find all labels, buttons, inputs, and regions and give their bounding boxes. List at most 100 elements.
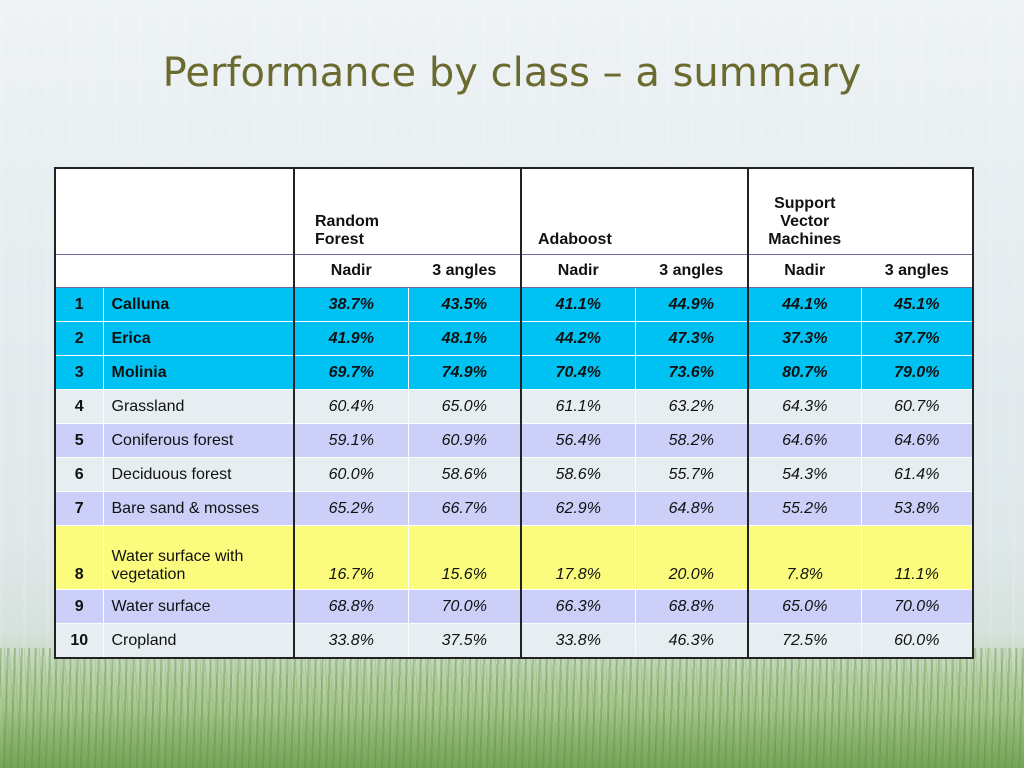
header-group-svm: Support Vector Machines — [747, 167, 862, 255]
row-value: 80.7% — [747, 355, 862, 390]
row-value: 41.9% — [293, 321, 409, 356]
table-row: 6 Deciduous forest 60.0% 58.6% 58.6% 55.… — [54, 457, 974, 492]
table-row: 8 Water surface with vegetation 16.7% 15… — [54, 525, 974, 590]
slide-title: Performance by class – a summary — [162, 50, 862, 96]
row-id: 7 — [54, 491, 104, 526]
row-value: 58.6% — [407, 457, 522, 492]
row-value: 64.8% — [634, 491, 749, 526]
row-value: 41.1% — [520, 287, 636, 322]
header-group-adaboost: Adaboost — [520, 167, 636, 255]
row-value: 65.0% — [747, 589, 862, 624]
row-value: 65.0% — [407, 389, 522, 424]
table-row: 4 Grassland 60.4% 65.0% 61.1% 63.2% 64.3… — [54, 389, 974, 424]
row-value: 66.7% — [407, 491, 522, 526]
table-row: 5 Coniferous forest 59.1% 60.9% 56.4% 58… — [54, 423, 974, 458]
row-class-name: Water surface — [102, 589, 295, 624]
subheader-cell: Nadir — [747, 254, 862, 288]
row-class-name: Deciduous forest — [102, 457, 295, 492]
row-value: 43.5% — [407, 287, 522, 322]
row-value: 70.0% — [407, 589, 522, 624]
row-value: 79.0% — [860, 355, 974, 390]
row-value: 46.3% — [634, 623, 749, 659]
row-value: 20.0% — [634, 525, 749, 590]
table-row: 10 Cropland 33.8% 37.5% 33.8% 46.3% 72.5… — [54, 623, 974, 659]
row-value: 69.7% — [293, 355, 409, 390]
row-value: 7.8% — [747, 525, 862, 590]
header-group-svm-pad — [860, 167, 974, 255]
subheader-cell: 3 angles — [407, 254, 522, 288]
row-value: 64.6% — [860, 423, 974, 458]
row-value: 58.6% — [520, 457, 636, 492]
header-group-adaboost-pad — [634, 167, 749, 255]
row-value: 56.4% — [520, 423, 636, 458]
performance-table: Random Forest Adaboost Support Vector Machi… — [54, 167, 974, 659]
row-value: 68.8% — [634, 589, 749, 624]
row-id: 4 — [54, 389, 104, 424]
row-value: 59.1% — [293, 423, 409, 458]
subheader-cell: Nadir — [520, 254, 636, 288]
row-id: 10 — [54, 623, 104, 659]
header-blank-class — [102, 167, 295, 255]
row-value: 73.6% — [634, 355, 749, 390]
row-class-name: Water surface with vegetation — [102, 525, 295, 590]
row-value: 70.4% — [520, 355, 636, 390]
row-class-name: Grassland — [102, 389, 295, 424]
row-value: 61.4% — [860, 457, 974, 492]
row-value: 66.3% — [520, 589, 636, 624]
row-value: 62.9% — [520, 491, 636, 526]
row-value: 15.6% — [407, 525, 522, 590]
row-value: 60.4% — [293, 389, 409, 424]
subheader-cell: 3 angles — [634, 254, 749, 288]
row-value: 60.0% — [860, 623, 974, 659]
header-group-random-forest-pad — [407, 167, 522, 255]
row-value: 33.8% — [520, 623, 636, 659]
row-value: 64.6% — [747, 423, 862, 458]
row-id: 2 — [54, 321, 104, 356]
row-value: 72.5% — [747, 623, 862, 659]
row-value: 60.9% — [407, 423, 522, 458]
grass-background — [0, 648, 1024, 768]
row-class-name: Coniferous forest — [102, 423, 295, 458]
table-row: 7 Bare sand & mosses 65.2% 66.7% 62.9% 6… — [54, 491, 974, 526]
header-group-random-forest: Random Forest — [293, 167, 409, 255]
row-value: 55.7% — [634, 457, 749, 492]
table-row: 1 Calluna 38.7% 43.5% 41.1% 44.9% 44.1% … — [54, 287, 974, 322]
row-id: 8 — [54, 525, 104, 590]
header-blank-id — [54, 167, 104, 255]
row-value: 45.1% — [860, 287, 974, 322]
row-value: 65.2% — [293, 491, 409, 526]
row-value: 60.0% — [293, 457, 409, 492]
row-value: 17.8% — [520, 525, 636, 590]
row-value: 33.8% — [293, 623, 409, 659]
table-header-row: Random Forest Adaboost Support Vector Machi… — [54, 167, 974, 255]
row-class-name: Bare sand & mosses — [102, 491, 295, 526]
row-class-name: Molinia — [102, 355, 295, 390]
row-value: 68.8% — [293, 589, 409, 624]
row-value: 44.2% — [520, 321, 636, 356]
row-value: 60.7% — [860, 389, 974, 424]
subheader-cell: 3 angles — [860, 254, 974, 288]
row-value: 55.2% — [747, 491, 862, 526]
row-value: 74.9% — [407, 355, 522, 390]
row-value: 54.3% — [747, 457, 862, 492]
row-value: 70.0% — [860, 589, 974, 624]
table-row: 2 Erica 41.9% 48.1% 44.2% 47.3% 37.3% 37… — [54, 321, 974, 356]
table-row: 3 Molinia 69.7% 74.9% 70.4% 73.6% 80.7% … — [54, 355, 974, 390]
row-value: 61.1% — [520, 389, 636, 424]
row-value: 44.9% — [634, 287, 749, 322]
row-id: 6 — [54, 457, 104, 492]
row-value: 11.1% — [860, 525, 974, 590]
row-value: 64.3% — [747, 389, 862, 424]
row-value: 37.7% — [860, 321, 974, 356]
table-subheader-row: Nadir 3 angles Nadir 3 angles Nadir 3 an… — [54, 254, 974, 288]
row-value: 53.8% — [860, 491, 974, 526]
row-value: 44.1% — [747, 287, 862, 322]
row-class-name: Calluna — [102, 287, 295, 322]
subheader-cell: Nadir — [293, 254, 409, 288]
row-id: 5 — [54, 423, 104, 458]
row-class-name: Erica — [102, 321, 295, 356]
row-value: 37.5% — [407, 623, 522, 659]
row-value: 16.7% — [293, 525, 409, 590]
row-value: 37.3% — [747, 321, 862, 356]
row-class-name: Cropland — [102, 623, 295, 659]
